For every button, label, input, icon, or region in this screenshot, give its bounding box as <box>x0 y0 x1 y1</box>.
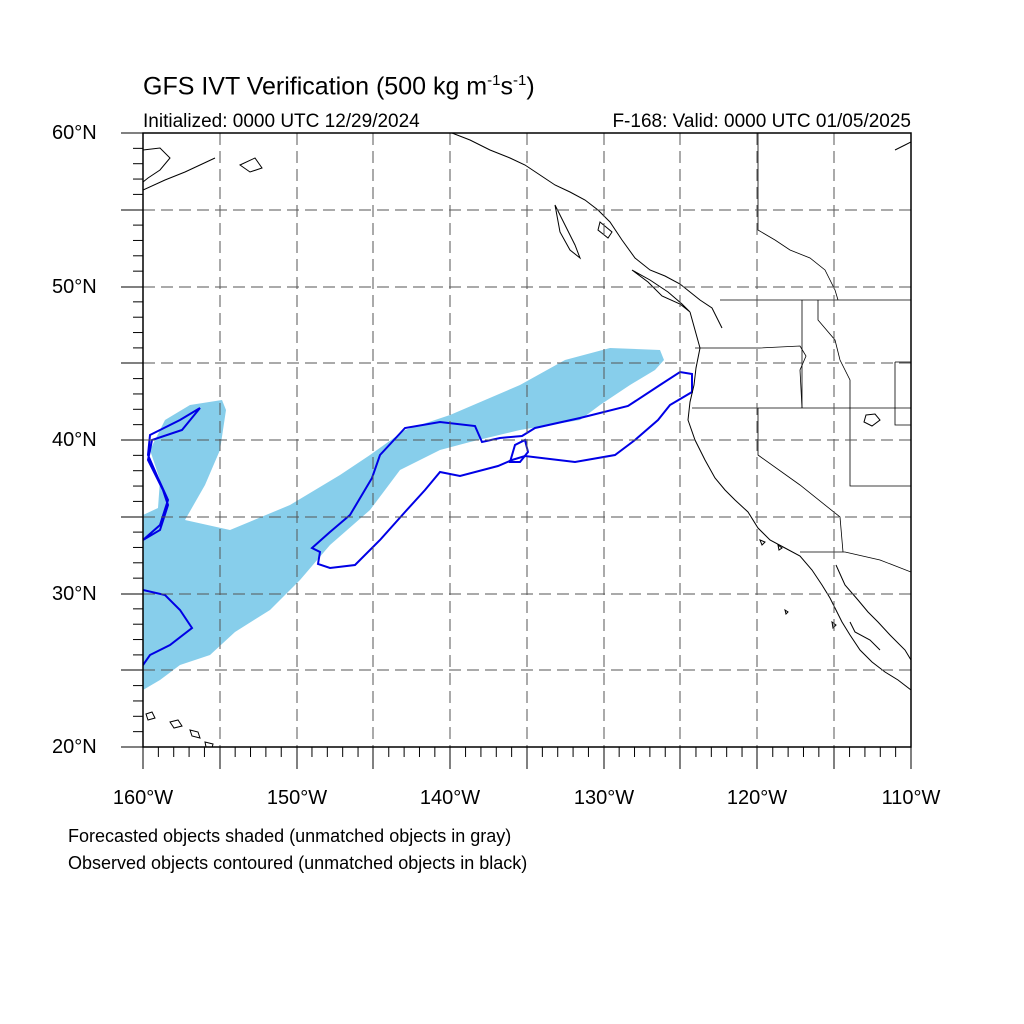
note-forecast: Forecasted objects shaded (unmatched obj… <box>68 826 512 846</box>
map-gridlines <box>143 133 911 747</box>
note-observed: Observed objects contoured (unmatched ob… <box>68 853 528 873</box>
lon-label-110w: 110°W <box>881 787 941 809</box>
chart-title: GFS IVT Verification (500 kg m-1s-1) <box>143 72 535 101</box>
coastlines <box>143 133 911 747</box>
lon-label-130w: 130°W <box>573 787 635 809</box>
observed-object-contour-2 <box>143 589 194 666</box>
lat-label-20: 20°N <box>52 736 97 758</box>
lat-label-30: 30°N <box>52 583 97 605</box>
axis-ticks <box>121 132 912 769</box>
initialized-time: Initialized: 0000 UTC 12/29/2024 <box>143 111 420 132</box>
lon-label-150w: 150°W <box>266 787 328 809</box>
valid-time: F-168: Valid: 0000 UTC 01/05/2025 <box>612 111 911 132</box>
observed-object-contour <box>143 407 201 541</box>
forecast-object-fill <box>143 348 664 690</box>
lat-label-50: 50°N <box>52 276 97 298</box>
political-borders <box>692 133 911 573</box>
lon-label-140w: 140°W <box>419 787 481 809</box>
lat-label-60: 60°N <box>52 122 97 144</box>
lon-label-160w: 160°W <box>112 787 174 809</box>
lat-label-40: 40°N <box>52 429 97 451</box>
lon-label-120w: 120°W <box>726 787 788 809</box>
